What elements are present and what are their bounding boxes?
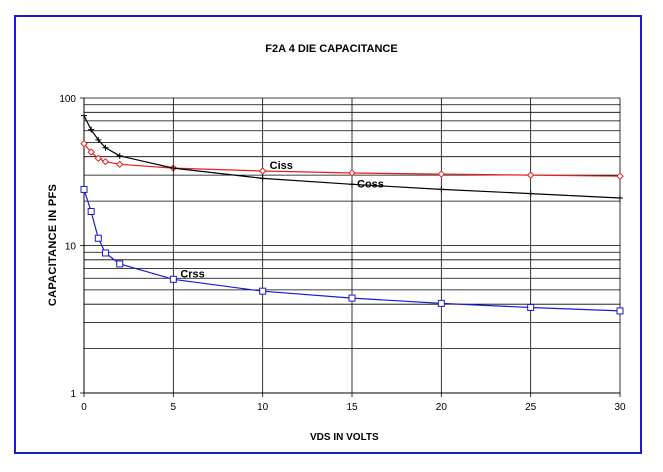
- data-point-ciss: [258, 167, 267, 175]
- data-point-ciss: [94, 154, 103, 163]
- series-label-coss: Coss: [357, 178, 384, 190]
- data-point-crss: [169, 275, 177, 283]
- data-point-ciss: [116, 160, 124, 169]
- y-tick-label: 100: [59, 94, 76, 105]
- data-point-ciss: [616, 172, 624, 180]
- data-point-coss: [116, 152, 123, 159]
- x-tick-label: 15: [346, 402, 358, 413]
- x-tick-label: 5: [171, 402, 177, 413]
- data-point-crss: [437, 299, 445, 307]
- data-point-crss: [80, 185, 88, 193]
- series-label-ciss: Ciss: [270, 160, 293, 172]
- y-tick-label: 1: [70, 389, 76, 400]
- data-point-crss: [616, 307, 624, 315]
- x-tick-label: 20: [436, 402, 448, 413]
- data-point-crss: [527, 303, 535, 311]
- x-tick-label: 25: [525, 402, 537, 413]
- data-point-coss: [102, 144, 109, 151]
- data-point-crss: [116, 260, 124, 268]
- x-tick-label: 0: [81, 402, 87, 413]
- data-point-ciss: [87, 148, 95, 156]
- x-tick-label: 30: [614, 402, 626, 413]
- x-axis-label: VDS IN VOLTS: [310, 432, 379, 443]
- data-point-coss: [81, 112, 87, 119]
- data-point-ciss: [101, 157, 110, 166]
- data-point-crss: [94, 234, 102, 242]
- data-point-ciss: [437, 170, 446, 178]
- data-point-crss: [259, 287, 267, 295]
- data-point-ciss: [526, 171, 535, 179]
- data-point-coss: [259, 175, 266, 182]
- data-point-ciss: [348, 169, 356, 177]
- chart-frame: [14, 15, 642, 454]
- data-point-coss: [95, 136, 102, 143]
- x-tick-label: 10: [257, 402, 269, 413]
- data-point-coss: [88, 126, 95, 133]
- data-point-crss: [101, 249, 109, 257]
- series-label-crss: Crss: [180, 268, 204, 280]
- data-point-coss: [617, 194, 623, 201]
- data-point-coss: [349, 181, 355, 188]
- chart-title: F2A 4 DIE CAPACITANCE: [265, 43, 398, 55]
- data-point-coss: [170, 165, 177, 172]
- data-point-ciss: [80, 139, 88, 148]
- data-point-crss: [87, 208, 95, 216]
- data-point-crss: [348, 294, 356, 302]
- data-point-coss: [438, 186, 445, 193]
- y-tick-label: 10: [65, 242, 77, 253]
- data-point-coss: [527, 190, 534, 197]
